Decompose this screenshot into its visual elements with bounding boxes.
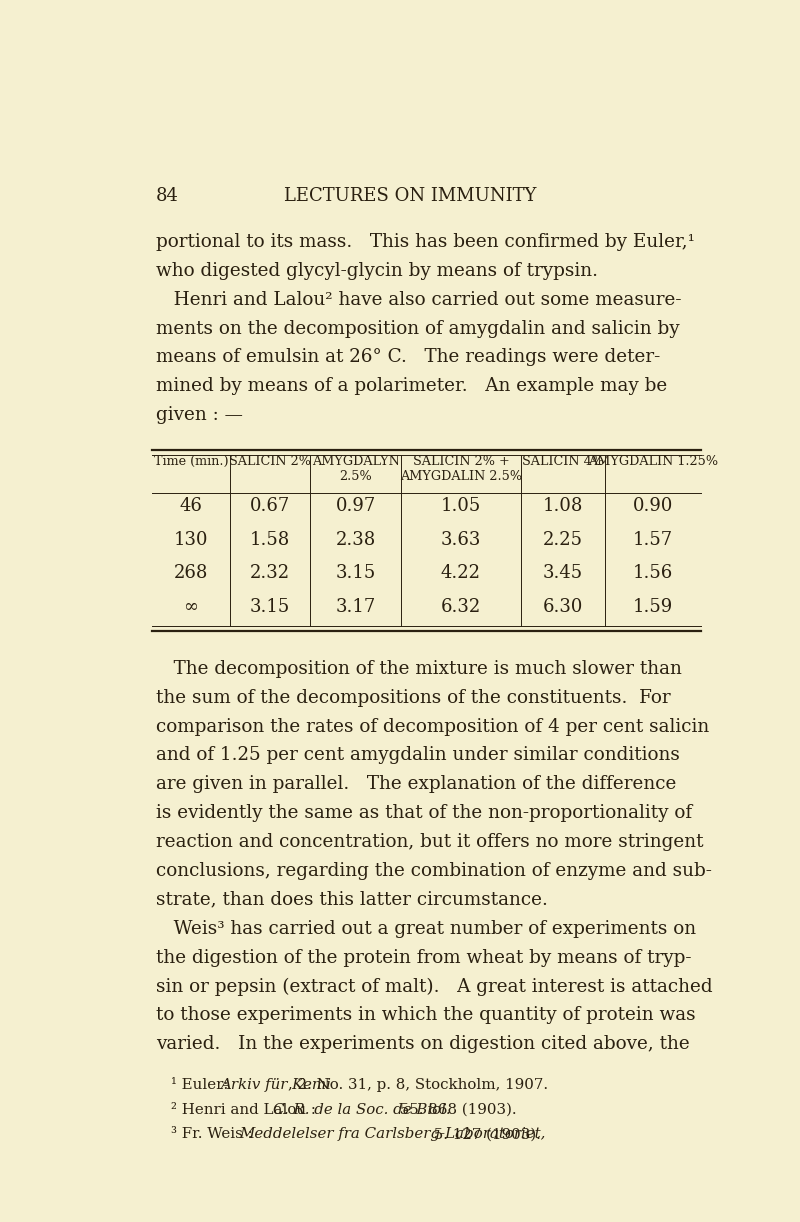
Text: 1.56: 1.56 — [633, 565, 673, 583]
Text: the sum of the decompositions of the constituents.  For: the sum of the decompositions of the con… — [156, 689, 670, 706]
Text: 268: 268 — [174, 565, 208, 583]
Text: 3.17: 3.17 — [336, 598, 376, 616]
Text: Time (min.): Time (min.) — [154, 455, 228, 468]
Text: comparison the rates of decomposition of 4 per cent salicin: comparison the rates of decomposition of… — [156, 717, 709, 736]
Text: AMYGDALIN 1.25%: AMYGDALIN 1.25% — [588, 455, 718, 468]
Text: 3.63: 3.63 — [441, 530, 481, 549]
Text: Meddelelser fra Carlsberg-Laboratoriet,: Meddelelser fra Carlsberg-Laboratoriet, — [239, 1127, 546, 1141]
Text: to those experiments in which the quantity of protein was: to those experiments in which the quanti… — [156, 1007, 695, 1024]
Text: sin or pepsin (extract of malt).   A great interest is attached: sin or pepsin (extract of malt). A great… — [156, 978, 713, 996]
Text: 0.67: 0.67 — [250, 497, 290, 516]
Text: AMYGDALYN
2.5%: AMYGDALYN 2.5% — [312, 455, 400, 483]
Text: 3.15: 3.15 — [250, 598, 290, 616]
Text: ¹ Euler:: ¹ Euler: — [171, 1078, 238, 1092]
Text: Henri and Lalou² have also carried out some measure-: Henri and Lalou² have also carried out s… — [156, 291, 682, 309]
Text: Arkiv für Kemi: Arkiv für Kemi — [220, 1078, 330, 1092]
Text: who digested glycyl-glycin by means of trypsin.: who digested glycyl-glycin by means of t… — [156, 262, 598, 280]
Text: mined by means of a polarimeter.   An example may be: mined by means of a polarimeter. An exam… — [156, 378, 667, 395]
Text: SALICIN 4%: SALICIN 4% — [522, 455, 604, 468]
Text: 0.90: 0.90 — [633, 497, 674, 516]
Text: Weis³ has carried out a great number of experiments on: Weis³ has carried out a great number of … — [156, 920, 696, 937]
Text: given : —: given : — — [156, 406, 242, 424]
Text: 1.08: 1.08 — [543, 497, 583, 516]
Text: 130: 130 — [174, 530, 208, 549]
Text: 1.59: 1.59 — [633, 598, 673, 616]
Text: are given in parallel.   The explanation of the difference: are given in parallel. The explanation o… — [156, 775, 676, 793]
Text: 5. 127 (1903).: 5. 127 (1903). — [429, 1127, 541, 1141]
Text: means of emulsin at 26° C.   The readings were deter-: means of emulsin at 26° C. The readings … — [156, 348, 660, 367]
Text: 4.22: 4.22 — [441, 565, 481, 583]
Text: 84: 84 — [156, 187, 178, 204]
Text: 46: 46 — [179, 497, 202, 516]
Text: is evidently the same as that of the non-proportionality of: is evidently the same as that of the non… — [156, 804, 692, 822]
Text: 0.97: 0.97 — [336, 497, 376, 516]
Text: ∞: ∞ — [183, 598, 198, 616]
Text: 1.05: 1.05 — [441, 497, 481, 516]
Text: ³ Fr. Weis :: ³ Fr. Weis : — [171, 1127, 262, 1141]
Text: and of 1.25 per cent amygdalin under similar conditions: and of 1.25 per cent amygdalin under sim… — [156, 747, 680, 765]
Text: 1.57: 1.57 — [633, 530, 673, 549]
Text: varied.   In the experiments on digestion cited above, the: varied. In the experiments on digestion … — [156, 1035, 690, 1053]
Text: 2.38: 2.38 — [336, 530, 376, 549]
Text: 1.58: 1.58 — [250, 530, 290, 549]
Text: reaction and concentration, but it offers no more stringent: reaction and concentration, but it offer… — [156, 833, 703, 851]
Text: 6.30: 6.30 — [543, 598, 583, 616]
Text: SALICIN 2%: SALICIN 2% — [229, 455, 311, 468]
Text: strate, than does this latter circumstance.: strate, than does this latter circumstan… — [156, 891, 548, 909]
Text: 3.45: 3.45 — [543, 565, 583, 583]
Text: 6.32: 6.32 — [441, 598, 481, 616]
Text: C. R. de la Soc. de Biol.: C. R. de la Soc. de Biol. — [274, 1102, 451, 1117]
Text: ² Henri and Lalou :: ² Henri and Lalou : — [171, 1102, 326, 1117]
Text: 2.32: 2.32 — [250, 565, 290, 583]
Text: ments on the decomposition of amygdalin and salicin by: ments on the decomposition of amygdalin … — [156, 319, 679, 337]
Text: , 2. No. 31, p. 8, Stockholm, 1907.: , 2. No. 31, p. 8, Stockholm, 1907. — [288, 1078, 548, 1092]
Text: SALICIN 2% +
AMYGDALIN 2.5%: SALICIN 2% + AMYGDALIN 2.5% — [400, 455, 522, 483]
Text: the digestion of the protein from wheat by means of tryp-: the digestion of the protein from wheat … — [156, 948, 691, 967]
Text: portional to its mass.   This has been confirmed by Euler,¹: portional to its mass. This has been con… — [156, 233, 694, 251]
Text: LECTURES ON IMMUNITY: LECTURES ON IMMUNITY — [284, 187, 536, 204]
Text: 2.25: 2.25 — [543, 530, 583, 549]
Text: 3.15: 3.15 — [336, 565, 376, 583]
Text: conclusions, regarding the combination of enzyme and sub-: conclusions, regarding the combination o… — [156, 862, 712, 880]
Text: 55. 868 (1903).: 55. 868 (1903). — [394, 1102, 516, 1117]
Text: The decomposition of the mixture is much slower than: The decomposition of the mixture is much… — [156, 660, 682, 678]
